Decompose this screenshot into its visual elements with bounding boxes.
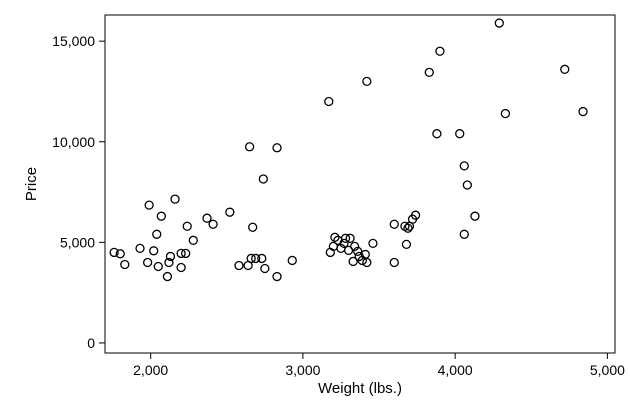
data-point (272, 271, 282, 282)
x-tick-label: 2,000 (133, 362, 168, 378)
data-point (208, 219, 218, 229)
x-tick-label: 4,000 (438, 362, 473, 378)
data-point (368, 238, 378, 249)
data-point (109, 247, 119, 258)
data-point (176, 262, 186, 273)
data-point (258, 174, 268, 184)
data-point (156, 211, 166, 221)
x-axis-title: Weight (lbs.) (318, 380, 402, 397)
data-point (339, 238, 349, 249)
data-point (401, 239, 412, 250)
data-point (362, 76, 372, 87)
data-point (176, 248, 186, 259)
data-point (353, 246, 363, 257)
data-point (410, 210, 421, 220)
data-point (153, 261, 163, 272)
data-point (324, 96, 334, 107)
data-point (403, 223, 413, 233)
data-point (244, 142, 255, 152)
x-tick-label: 5,000 (590, 362, 625, 378)
data-point (257, 253, 267, 264)
data-point (272, 143, 282, 153)
data-point (144, 200, 154, 210)
data-point (459, 161, 469, 171)
y-tick-label: 10,000 (52, 134, 95, 150)
data-point (260, 263, 270, 274)
data-point (287, 255, 297, 266)
data-point (435, 46, 445, 56)
y-tick-label: 0 (87, 335, 95, 351)
y-tick-label: 5,000 (60, 234, 95, 250)
data-point (389, 257, 399, 268)
data-point (340, 233, 351, 243)
data-point (560, 64, 570, 74)
data-point (188, 235, 198, 245)
x-tick-label: 3,000 (285, 362, 320, 378)
data-point (170, 194, 180, 204)
data-point (181, 248, 191, 259)
data-point (142, 257, 153, 268)
data-point (251, 253, 261, 264)
plot-area (104, 14, 616, 354)
data-point (162, 271, 173, 282)
data-point (345, 233, 355, 243)
data-point (455, 129, 465, 139)
data-point (350, 241, 360, 252)
data-point (165, 251, 176, 262)
data-point (424, 67, 434, 77)
y-axis-title: Price (23, 167, 40, 201)
data-point (248, 222, 258, 232)
data-point (470, 211, 480, 221)
data-point (494, 18, 504, 28)
data-point (182, 221, 192, 231)
data-point (459, 229, 469, 239)
data-point (389, 219, 399, 229)
data-points (109, 18, 588, 282)
data-point (149, 246, 159, 256)
y-axis: 0 5,000 10,000 15,000 (52, 33, 105, 351)
data-point (330, 232, 340, 242)
data-point (202, 213, 212, 223)
data-point (348, 256, 358, 267)
x-axis: 2,000 3,000 4,000 5,000 (133, 353, 625, 378)
data-point (164, 257, 174, 268)
data-point (500, 108, 511, 119)
data-point (120, 259, 130, 270)
data-point (432, 129, 442, 139)
data-point (234, 260, 244, 271)
data-point (578, 106, 588, 117)
data-point (152, 229, 162, 239)
data-point (362, 257, 372, 268)
data-point (115, 249, 125, 259)
data-point (135, 243, 145, 254)
data-point (462, 180, 472, 190)
data-point (246, 253, 256, 264)
data-point (225, 207, 235, 217)
y-tick-label: 15,000 (52, 33, 95, 49)
